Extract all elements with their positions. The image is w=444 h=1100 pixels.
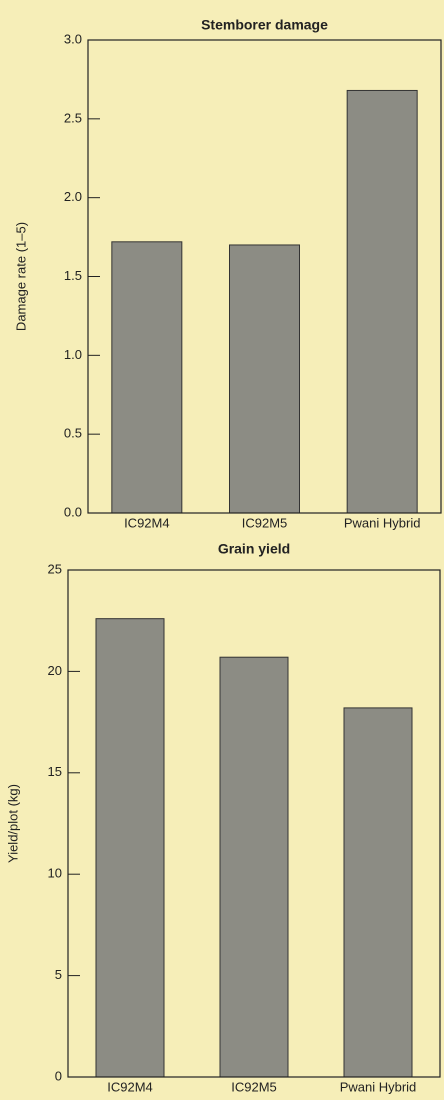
y-tick-label: 2.0 (64, 189, 82, 204)
y-tick-label: 0.0 (64, 504, 82, 519)
chart-title: Grain yield (218, 541, 290, 557)
y-tick-label: 3.0 (64, 31, 82, 46)
y-axis-label: Damage rate (1–5) (13, 222, 28, 331)
x-tick-label: IC92M5 (242, 515, 288, 530)
y-tick-label: 20 (48, 663, 62, 678)
y-tick-label: 1.5 (64, 268, 82, 283)
x-tick-label: IC92M5 (231, 1079, 277, 1094)
y-tick-label: 0 (55, 1068, 62, 1083)
bar (343, 707, 413, 1078)
bar (111, 241, 183, 514)
y-tick-label: 5 (55, 967, 62, 982)
plot-frame (87, 39, 442, 514)
plot-frame (67, 569, 441, 1078)
x-tick-label: Pwani Hybrid (340, 1079, 417, 1094)
x-tick-label: IC92M4 (124, 515, 170, 530)
y-tick-label: 15 (48, 764, 62, 779)
bar (95, 618, 165, 1078)
bar (229, 244, 300, 514)
bar (346, 89, 418, 514)
y-tick-label: 25 (48, 561, 62, 576)
x-tick-label: Pwani Hybrid (344, 515, 421, 530)
y-tick-label: 10 (48, 866, 62, 881)
y-tick-label: 2.5 (64, 110, 82, 125)
y-tick-label: 1.0 (64, 347, 82, 362)
y-tick-label: 0.5 (64, 426, 82, 441)
chart-title: Stemborer damage (201, 17, 328, 33)
x-tick-label: IC92M4 (107, 1079, 153, 1094)
bar (219, 656, 289, 1078)
y-axis-label: Yield/plot (kg) (5, 784, 20, 863)
